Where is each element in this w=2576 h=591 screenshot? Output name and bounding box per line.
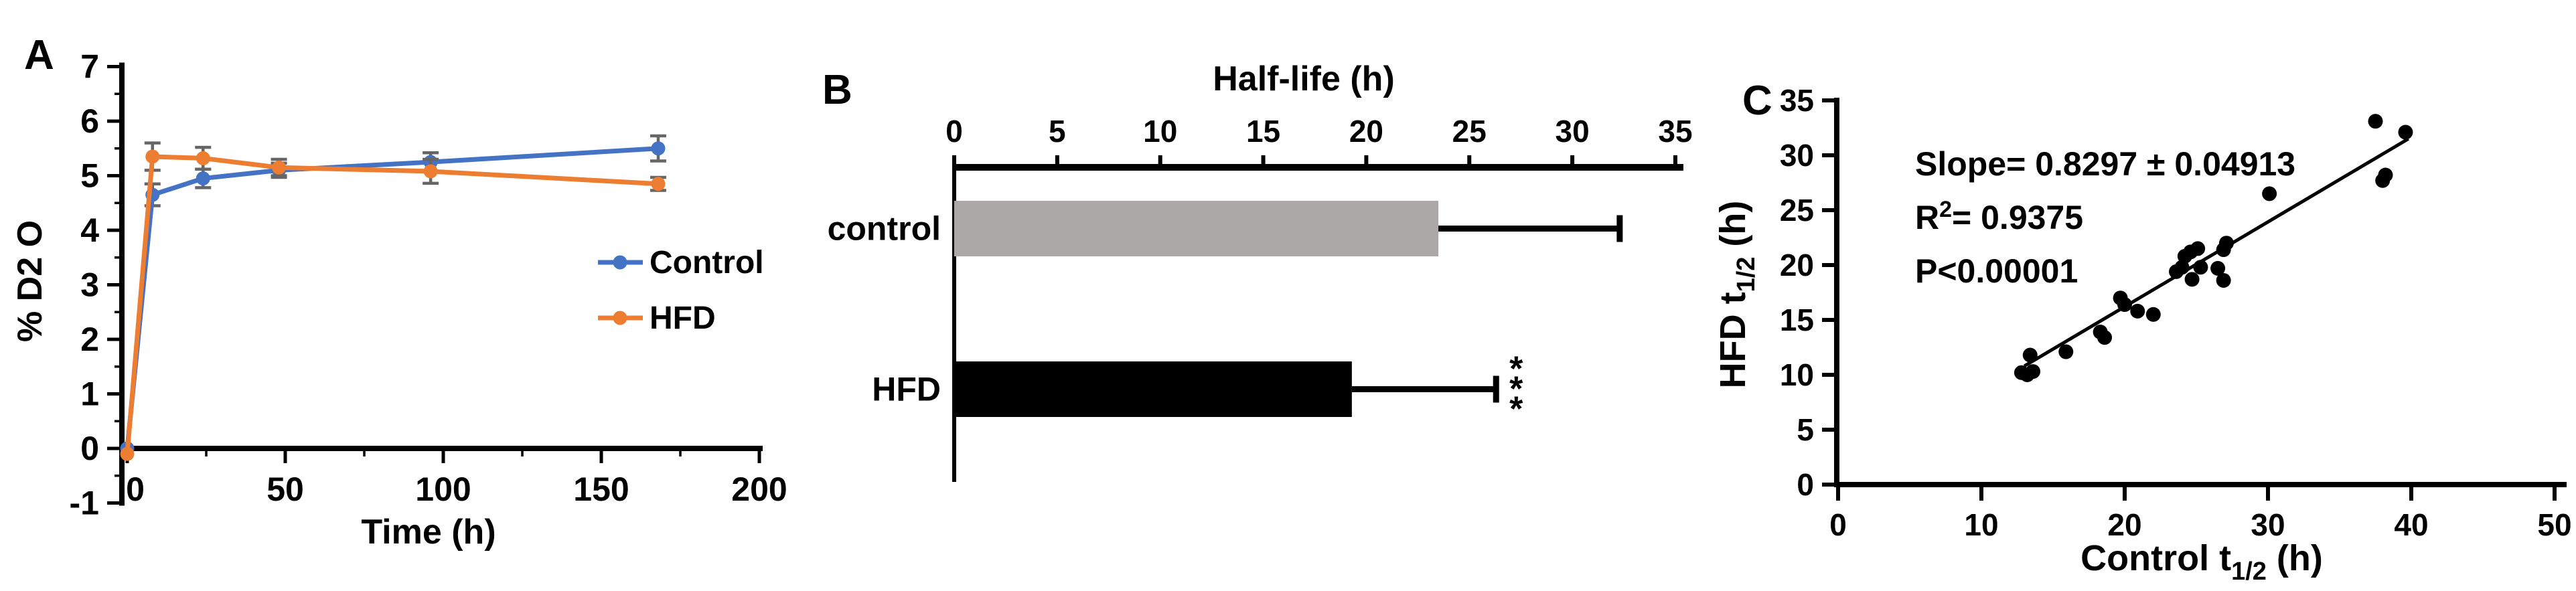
series-hfd xyxy=(120,141,666,461)
panel-c-ytick-label: 5 xyxy=(1797,412,1814,447)
panel-c-xtick-label: 50 xyxy=(2537,507,2571,542)
panel-a-ytick-label: 0 xyxy=(80,430,99,467)
panel-c-xtick-label: 30 xyxy=(2251,507,2285,542)
panel-c-xtick-label: 20 xyxy=(2107,507,2141,542)
panel-a-ytick-label: 7 xyxy=(80,48,99,86)
panel-b-xtick-label: 35 xyxy=(1658,114,1692,149)
panel-b-category-label: control xyxy=(828,210,941,248)
slope-text: Slope= 0.8297 ± 0.04913 xyxy=(1915,145,2295,183)
legend-label-control: Control xyxy=(650,245,764,280)
panel-b-xtick-label: 0 xyxy=(945,114,963,149)
panel-a-ytick-label: 4 xyxy=(80,212,99,249)
panel-a-ytick-label: 1 xyxy=(80,375,99,413)
panel-label-a: A xyxy=(24,32,54,78)
panel-b-xtick-label: 20 xyxy=(1349,114,1383,149)
series-control xyxy=(120,134,666,456)
panel-a-ytick-label: 6 xyxy=(80,102,99,140)
panel-c-ytick-label: 30 xyxy=(1780,138,1814,173)
panel-c-ytick-label: 15 xyxy=(1780,303,1814,337)
legend-label-hfd: HFD xyxy=(650,301,716,336)
panel-a-d2o-timecourse: -1 0 1 2 3 4 5 6 7 0 50 100 150 200 Time (h) % D2 O Cont… xyxy=(0,0,804,591)
panel-c-ytick-label: 25 xyxy=(1780,193,1814,228)
panel-a-yaxis-title: % D2 O xyxy=(11,220,50,342)
significance-asterisk: * xyxy=(1509,370,1523,409)
significance-asterisk: * xyxy=(1509,390,1523,429)
panel-b-xtick-label: 30 xyxy=(1556,114,1590,149)
panel-label-c: C xyxy=(1742,78,1772,124)
regression-stats: Slope= 0.8297 ± 0.04913 R2= 0.9375 P<0.000… xyxy=(1915,145,2295,290)
bar-hfd xyxy=(954,361,1499,417)
panel-a-ytick-label: 5 xyxy=(80,157,99,195)
panel-b-xtick-label: 25 xyxy=(1452,114,1487,149)
panel-a-xaxis-title: Time (h) xyxy=(361,513,496,552)
panel-b-axes: 0 5 10 15 20 25 30 35 xyxy=(945,114,1693,482)
significance-asterisk: * xyxy=(1509,350,1523,389)
panel-a-xtick-label: 100 xyxy=(415,471,471,508)
panel-b-xtick-label: 15 xyxy=(1246,114,1280,149)
panel-c-yaxis-title: HFD t1/2 (h) xyxy=(1713,201,1760,389)
panel-b-xtick-label: 5 xyxy=(1049,114,1066,149)
panel-a-xtick-label: 200 xyxy=(731,471,787,508)
panel-b-category-label: HFD xyxy=(872,371,941,408)
panel-b-xtick-label: 10 xyxy=(1143,114,1177,149)
panel-a-ytick-label: 2 xyxy=(80,321,99,358)
panel-b-bar-chart: Half-life (h) 0 5 10 15 20 25 30 35 control HFD *** xyxy=(828,60,1693,482)
panel-c-ytick-label: 10 xyxy=(1780,357,1814,392)
panel-a-axes: -1 0 1 2 3 4 5 6 7 0 50 100 150 200 xyxy=(70,48,787,522)
scatter-points xyxy=(2014,114,2413,382)
panel-c-xtick-label: 40 xyxy=(2394,507,2428,542)
panel-a-xtick-label: 150 xyxy=(573,471,629,508)
r-squared-text: R2= 0.9375 xyxy=(1915,197,2083,236)
bar-control xyxy=(954,201,1623,256)
panel-c-xtick-label: 10 xyxy=(1964,507,1998,542)
panel-a-line-chart: -1 0 1 2 3 4 5 6 7 0 50 100 150 200 Time (h) % D2 O Cont… xyxy=(11,48,787,552)
panel-c-scatter-chart: 0 5 10 15 20 25 30 35 0 10 20 30 40 50 Slope= 0.8297 ±… xyxy=(1713,83,2572,586)
panel-c-xaxis-title: Control t1/2 (h) xyxy=(2080,538,2323,586)
panel-c-xtick-label: 0 xyxy=(1829,507,1847,542)
panel-label-b: B xyxy=(822,67,852,113)
panel-c-correlation: 0 5 10 15 20 25 30 35 0 10 20 30 40 50 Slope= 0.8297 ±… xyxy=(1708,0,2576,591)
panel-c-ytick-label: 0 xyxy=(1797,467,1814,502)
panel-c-ytick-label: 20 xyxy=(1780,248,1814,282)
panel-b-halflife-bars: Half-life (h) 0 5 10 15 20 25 30 35 control HFD * * * xyxy=(804,0,1708,591)
panel-b-axis-title: Half-life (h) xyxy=(1213,60,1395,98)
panel-c-ytick-label: 35 xyxy=(1780,83,1814,118)
panel-a-xtick-label: 0 xyxy=(126,471,145,508)
panel-a-legend: Control HFD xyxy=(598,245,764,336)
panel-c-axes: 0 5 10 15 20 25 30 35 0 10 20 30 40 50 xyxy=(1780,83,2572,542)
panel-a-xtick-label: 50 xyxy=(267,471,304,508)
p-value-text: P<0.00001 xyxy=(1915,252,2078,290)
panel-a-ytick-label: 3 xyxy=(80,266,99,304)
regression-line xyxy=(2023,137,2409,368)
panel-a-ytick-label: -1 xyxy=(70,485,99,522)
